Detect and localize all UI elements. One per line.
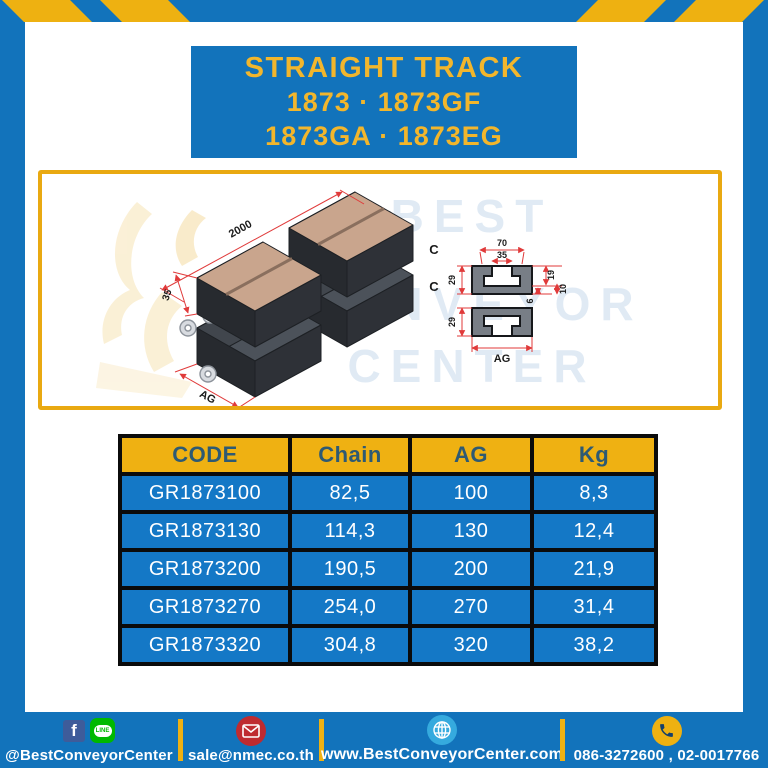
hazard-stripe — [100, 0, 190, 22]
model-codes-line-2: 1873GA · 1873EG — [265, 121, 503, 151]
table-cell: 254,0 — [288, 586, 412, 628]
phone-icon[interactable] — [651, 715, 682, 746]
line-icon[interactable]: LINE — [90, 718, 115, 743]
iso-track-assembly-front — [179, 241, 322, 398]
table-cell: 82,5 — [288, 472, 412, 514]
table-cell: 38,2 — [530, 624, 658, 666]
footer-divider — [560, 719, 565, 761]
table-cell: 200 — [408, 548, 534, 590]
top-bar-background — [0, 0, 768, 22]
dim-width-label: AG — [197, 388, 217, 406]
table-cell: GR1873320 — [118, 624, 292, 666]
top-hazard-bar — [0, 0, 768, 22]
table-row: GR1873320 304,8 320 38,2 — [118, 624, 658, 666]
table-cell: 12,4 — [530, 510, 658, 552]
table-cell: 8,3 — [530, 472, 658, 514]
chain-upper-label: C — [429, 242, 439, 257]
dim-upper-height: 29 — [447, 275, 457, 285]
table-cell: 21,9 — [530, 548, 658, 590]
hazard-stripe — [674, 0, 764, 22]
hazard-stripe — [2, 0, 92, 22]
footer-phone-section[interactable]: 086-3272600 , 02-0017766 — [565, 712, 768, 768]
dim-overall-width: AG — [494, 353, 511, 365]
footer-social-section[interactable]: f LINE @BestConveyorCenter — [0, 712, 178, 768]
dim-depth-b: 10 — [558, 284, 568, 294]
footer-email-section[interactable]: sale@nmec.co.th — [183, 712, 319, 768]
dim-slot-width: 35 — [497, 250, 507, 260]
technical-drawing-box: BEST CONVEYOR CENTER — [38, 170, 722, 410]
model-codes-line-1: 1873 · 1873GF — [286, 87, 482, 117]
table-cell: 190,5 — [288, 548, 412, 590]
globe-icon[interactable] — [427, 715, 457, 745]
cross-section — [471, 265, 533, 337]
table-cell: 100 — [408, 472, 534, 514]
table-cell: 130 — [408, 510, 534, 552]
column-header-chain: Chain — [288, 434, 412, 476]
email-icon[interactable] — [236, 715, 266, 746]
dim-depth-a: 19 — [546, 270, 556, 280]
website-label[interactable]: www.BestConveyorCenter.com — [321, 746, 564, 763]
table-cell: GR1873100 — [118, 472, 292, 514]
page-title: STRAIGHT TRACK — [244, 52, 524, 84]
iso-dimensions — [159, 189, 365, 406]
chain-lower-label: C — [429, 279, 439, 294]
table-cell: 270 — [408, 586, 534, 628]
facebook-icon[interactable]: f — [63, 719, 85, 742]
email-label[interactable]: sale@nmec.co.th — [187, 746, 314, 764]
technical-drawing: BEST CONVEYOR CENTER — [96, 189, 634, 406]
table-row: GR1873130 114,3 130 12,4 — [118, 510, 658, 552]
dim-lip: 6 — [525, 298, 535, 303]
table-cell: 304,8 — [288, 624, 412, 666]
dim-lower-height: 29 — [447, 317, 457, 327]
dim-length-label: 2000 — [227, 218, 254, 240]
table-cell: GR1873200 — [118, 548, 292, 590]
spec-table-body: GR1873100 82,5 100 8,3 GR1873130 114,3 130 12,4… — [118, 472, 658, 666]
section-dimensions — [457, 246, 562, 352]
dim-cavity-width: 70 — [497, 238, 507, 248]
table-row: GR1873100 82,5 100 8,3 — [118, 472, 658, 514]
watermark-line: BEST — [391, 190, 554, 242]
table-cell: 320 — [408, 624, 534, 666]
table-row: GR1873200 190,5 200 21,9 — [118, 548, 658, 590]
footer-divider — [178, 719, 183, 761]
column-header-code: CODE — [118, 434, 292, 476]
footer-divider — [319, 719, 324, 761]
table-cell: 114,3 — [288, 510, 412, 552]
brand-logo-watermark — [96, 202, 206, 398]
footer-website-section[interactable]: www.BestConveyorCenter.com — [321, 712, 564, 768]
phone-numbers-label[interactable]: 086-3272600 , 02-0017766 — [573, 746, 760, 764]
table-cell: 31,4 — [530, 586, 658, 628]
hazard-stripe — [576, 0, 666, 22]
watermark-line: CENTER — [347, 340, 596, 392]
spec-table: CODE Chain AG Kg GR1873100 82,5 100 8,3 GR18… — [118, 434, 658, 666]
table-header-row: CODE Chain AG Kg — [118, 434, 658, 476]
column-header-kg: Kg — [530, 434, 658, 476]
table-cell: GR1873130 — [118, 510, 292, 552]
product-title-box: STRAIGHT TRACK 1873 · 1873GF 1873GA · 18… — [191, 46, 577, 158]
table-row: GR1873270 254,0 270 31,4 — [118, 586, 658, 628]
table-cell: GR1873270 — [118, 586, 292, 628]
content-area: STRAIGHT TRACK 1873 · 1873GF 1873GA · 18… — [25, 22, 743, 712]
footer-contact-bar: f LINE @BestConveyorCenter sale@nmec.co.… — [0, 712, 768, 768]
column-header-ag: AG — [408, 434, 534, 476]
brand-text-watermark: BEST CONVEYOR CENTER — [300, 190, 633, 392]
dim-height-label: 35 — [161, 288, 175, 302]
social-handle-label[interactable]: @BestConveyorCenter — [5, 746, 173, 764]
